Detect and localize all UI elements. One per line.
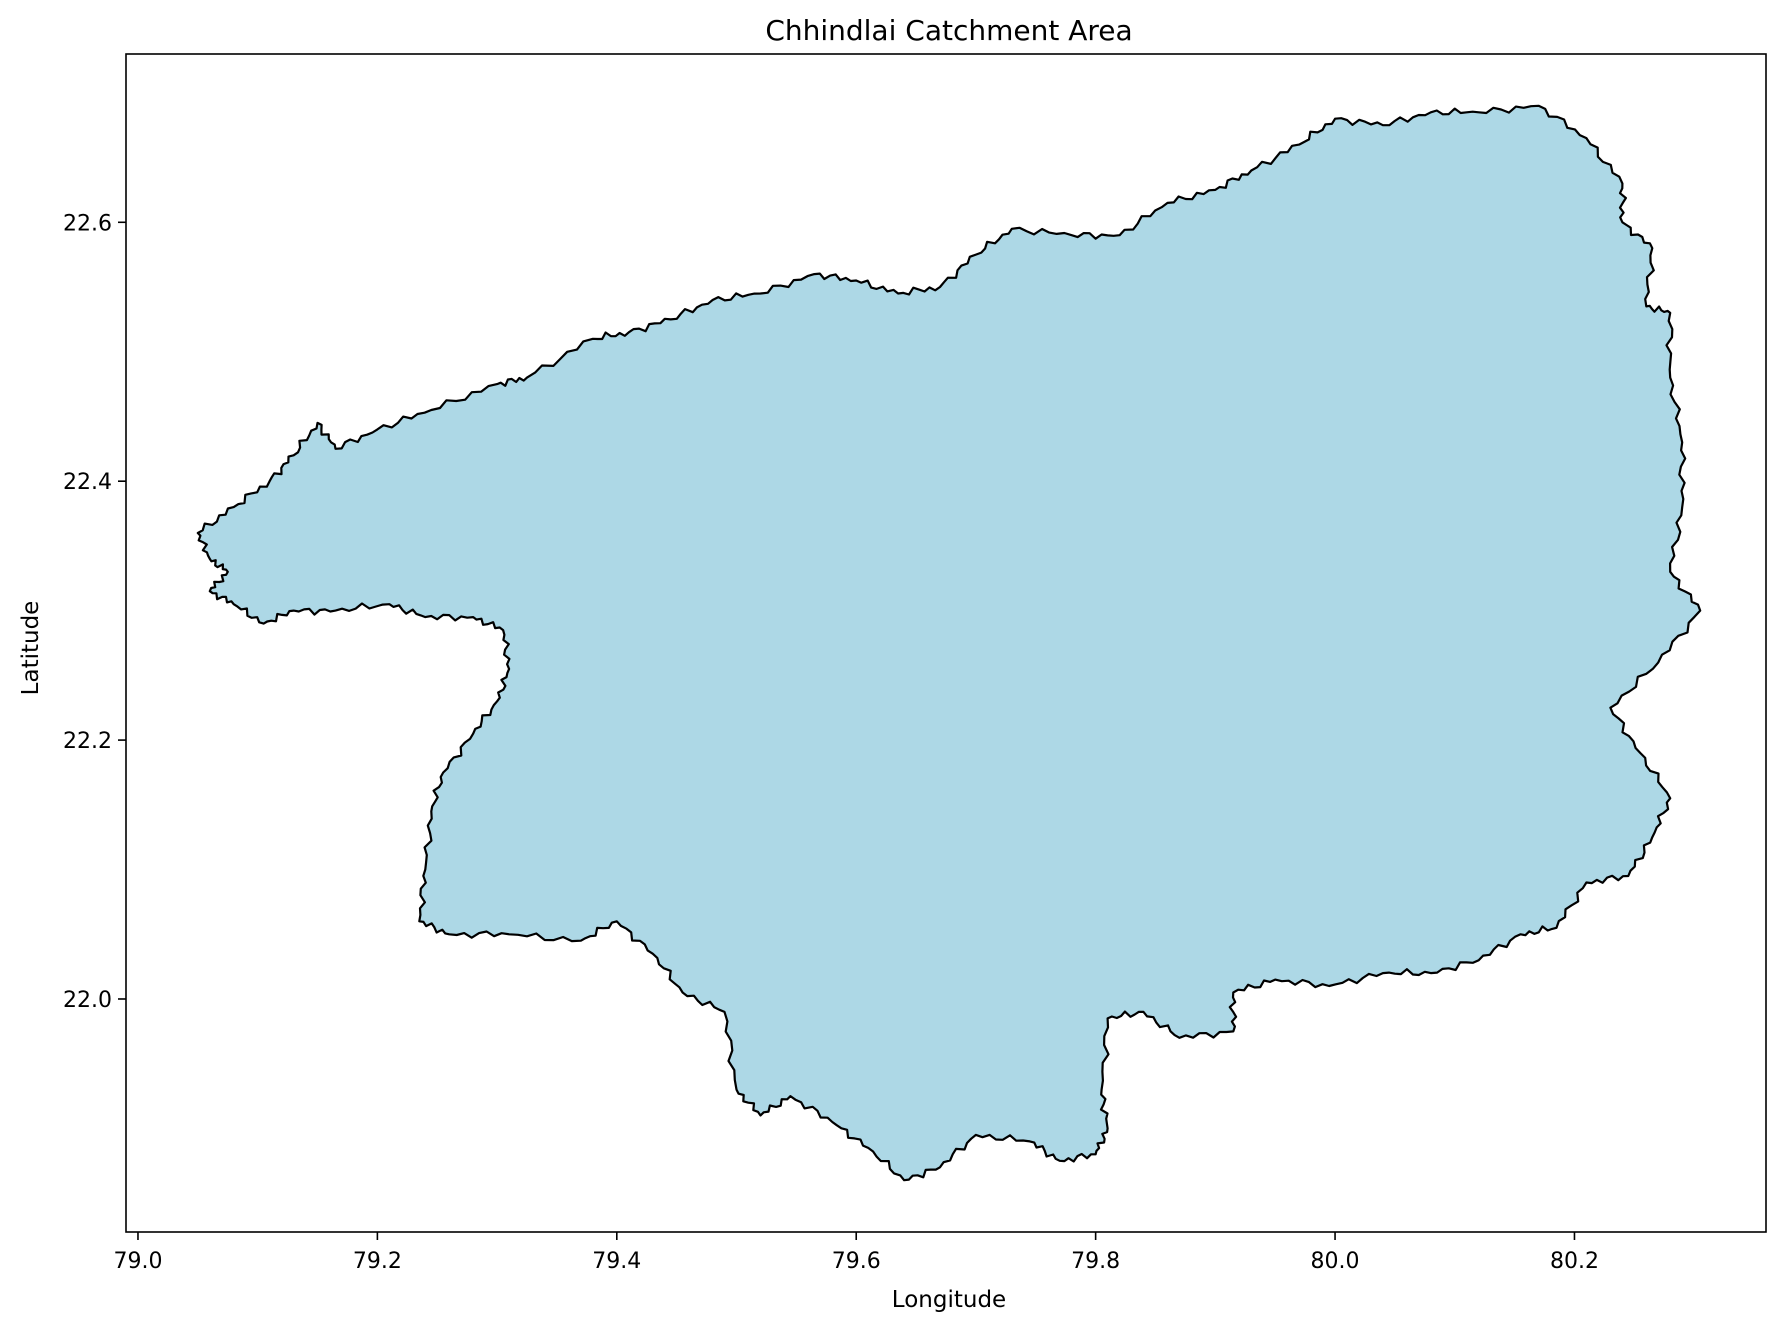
x-tick-label: 79.8 bbox=[1071, 1249, 1120, 1274]
y-axis-ticks: 22.0 22.2 22.4 22.6 bbox=[63, 211, 126, 1013]
x-tick-label: 79.2 bbox=[353, 1249, 402, 1274]
plot-area bbox=[125, 53, 1767, 1233]
y-tick-label: 22.6 bbox=[63, 211, 112, 236]
y-tick-label: 22.0 bbox=[63, 988, 112, 1013]
x-tick-label: 79.0 bbox=[113, 1249, 162, 1274]
x-tick-label: 80.2 bbox=[1550, 1249, 1599, 1274]
y-tick-label: 22.2 bbox=[63, 729, 112, 754]
catchment-polygon bbox=[196, 104, 1702, 1182]
plot-frame bbox=[125, 53, 1767, 1233]
x-axis-ticks: 79.0 79.2 79.4 79.6 79.8 80.0 80.2 bbox=[113, 1232, 1599, 1274]
y-axis-label: Latitude bbox=[18, 601, 44, 696]
x-axis-label: Longitude bbox=[892, 1287, 1006, 1313]
chart-title: Chhindlai Catchment Area bbox=[765, 14, 1132, 47]
x-tick-label: 79.4 bbox=[592, 1249, 641, 1274]
x-tick-label: 79.6 bbox=[832, 1249, 881, 1274]
y-tick-label: 22.4 bbox=[63, 470, 112, 495]
x-tick-label: 80.0 bbox=[1311, 1249, 1360, 1274]
